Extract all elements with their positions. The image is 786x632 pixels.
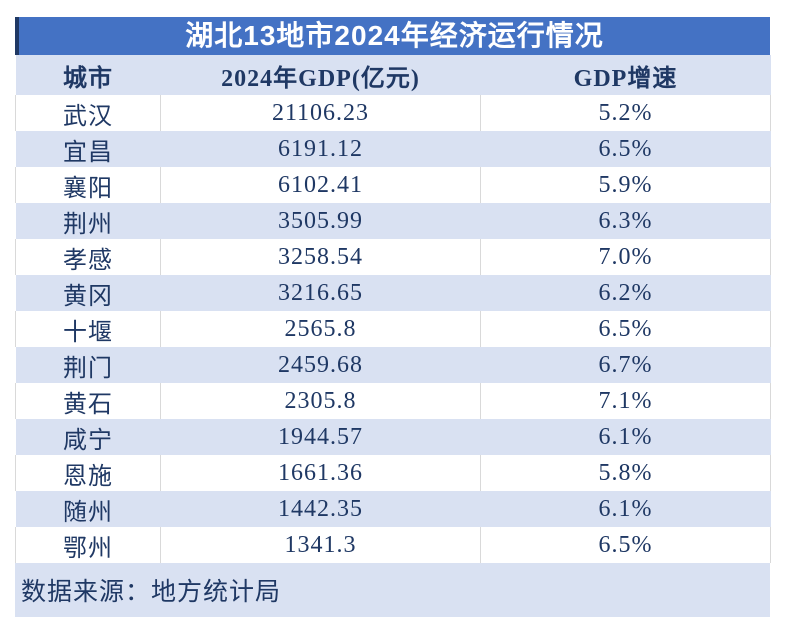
table-row: 鄂州 1341.3 6.5%: [15, 527, 771, 563]
table-row: 黄石 2305.8 7.1%: [15, 383, 771, 419]
table-row: 恩施 1661.36 5.8%: [15, 455, 771, 491]
cell-city: 鄂州: [15, 527, 161, 563]
cell-city: 荆门: [63, 355, 113, 382]
source-note: 数据来源：地方统计局: [21, 579, 282, 606]
cell-gdp: 2459.68: [278, 351, 363, 378]
cell-gdp: 1944.57: [278, 423, 363, 450]
cell-growth: 6.5%: [598, 135, 653, 162]
table-body: 武汉 21106.23 5.2% 宜昌 6191.12 6.5% 襄阳 6102.41 5.9%…: [15, 95, 771, 563]
cell-growth: 6.1%: [598, 495, 653, 522]
table-row: 荆州 3505.99 6.3%: [15, 203, 771, 239]
table-row: 宜昌 6191.12 6.5%: [15, 131, 771, 167]
cell-city: 黄石: [15, 383, 161, 419]
table-row: 十堰 2565.8 6.5%: [15, 311, 771, 347]
cell-gdp: 21106.23: [160, 95, 481, 131]
table-row: 咸宁 1944.57 6.1%: [15, 419, 771, 455]
cell-growth: 7.1%: [480, 383, 771, 419]
column-header-city: 城市: [15, 55, 161, 95]
header-row: 城市 2024年GDP(亿元) GDP增速: [15, 55, 771, 95]
cell-gdp: 3505.99: [278, 207, 363, 234]
table-row: 孝感 3258.54 7.0%: [15, 239, 771, 275]
cell-growth: 6.3%: [598, 207, 653, 234]
cell-gdp: 6191.12: [278, 135, 363, 162]
cell-gdp: 2305.8: [160, 383, 481, 419]
cell-growth: 5.9%: [480, 167, 771, 203]
cell-gdp: 3258.54: [160, 239, 481, 275]
cell-city: 恩施: [15, 455, 161, 491]
table-row: 随州 1442.35 6.1%: [15, 491, 771, 527]
cell-growth: 5.2%: [480, 95, 771, 131]
table-row: 武汉 21106.23 5.2%: [15, 95, 771, 131]
cell-city: 荆州: [63, 211, 113, 238]
cell-city: 随州: [63, 499, 113, 526]
cell-gdp: 6102.41: [160, 167, 481, 203]
cell-gdp: 3216.65: [278, 279, 363, 306]
column-header-growth: GDP增速: [480, 55, 771, 95]
cell-growth: 5.8%: [480, 455, 771, 491]
cell-city: 武汉: [15, 95, 161, 131]
cell-gdp: 1661.36: [160, 455, 481, 491]
table-title: 湖北13地市2024年经济运行情况: [185, 20, 604, 51]
cell-city: 孝感: [15, 239, 161, 275]
cell-growth: 6.7%: [598, 351, 653, 378]
cell-city: 十堰: [15, 311, 161, 347]
cell-city: 襄阳: [15, 167, 161, 203]
column-header-gdp: 2024年GDP(亿元): [160, 55, 481, 95]
cell-growth: 6.5%: [480, 311, 771, 347]
table-row: 荆门 2459.68 6.7%: [15, 347, 771, 383]
cell-city: 宜昌: [63, 139, 113, 166]
table-row: 襄阳 6102.41 5.9%: [15, 167, 771, 203]
cell-growth: 7.0%: [480, 239, 771, 275]
cell-growth: 6.2%: [598, 279, 653, 306]
source-note-bar: 数据来源：地方统计局: [15, 563, 770, 617]
cell-city: 黄冈: [63, 283, 113, 310]
cell-gdp: 2565.8: [160, 311, 481, 347]
cell-city: 咸宁: [63, 427, 113, 454]
economy-table-card: 湖北13地市2024年经济运行情况 城市 2024年GDP(亿元) GDP增速 …: [15, 17, 771, 617]
economy-table: 城市 2024年GDP(亿元) GDP增速 武汉 21106.23 5.2% 宜昌 61…: [15, 55, 771, 563]
cell-growth: 6.5%: [480, 527, 771, 563]
cell-growth: 6.1%: [598, 423, 653, 450]
table-row: 黄冈 3216.65 6.2%: [15, 275, 771, 311]
cell-gdp: 1341.3: [160, 527, 481, 563]
cell-gdp: 1442.35: [278, 495, 363, 522]
table-title-bar: 湖北13地市2024年经济运行情况: [15, 17, 770, 55]
